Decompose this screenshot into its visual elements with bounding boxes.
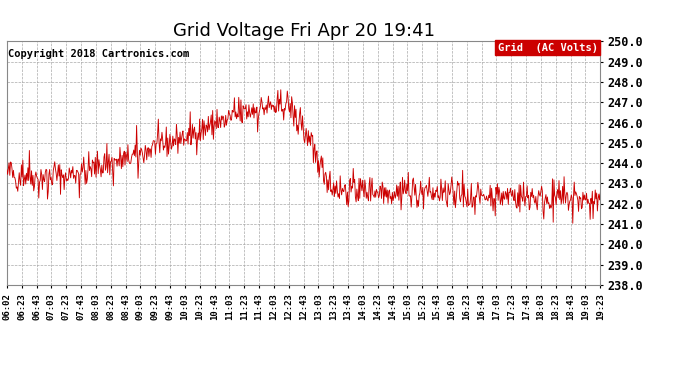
Text: Copyright 2018 Cartronics.com: Copyright 2018 Cartronics.com	[8, 49, 189, 58]
Title: Grid Voltage Fri Apr 20 19:41: Grid Voltage Fri Apr 20 19:41	[172, 22, 435, 40]
Text: Grid  (AC Volts): Grid (AC Volts)	[497, 43, 598, 52]
